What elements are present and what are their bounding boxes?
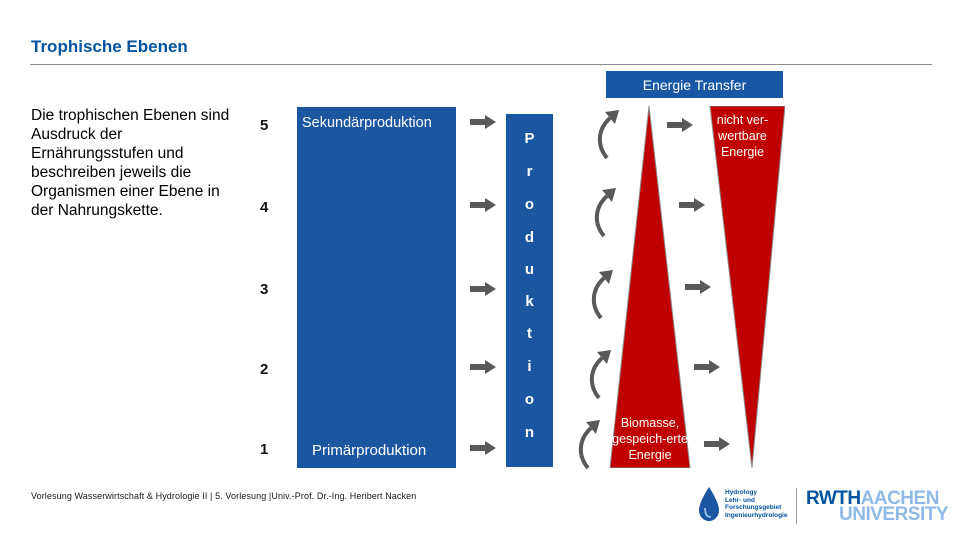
rwth-logo-rwth: RWTH [806,488,861,509]
curved-up-arrow-icon [591,270,613,320]
right-arrow-icon [667,118,693,132]
level-2: 2 [260,361,269,378]
level-3: 3 [260,281,269,298]
produktion-letter: u [524,261,535,278]
produktion-letter: o [524,391,535,408]
right-arrow-icon [470,115,496,129]
energy-triangles [609,106,785,468]
curved-up-arrow-icon [597,110,619,160]
hydrology-logo-line: Ingenieurhydrologie [725,511,788,519]
non-usable-energy-label: nicht ver-wertbare Energie [716,113,769,159]
produktion-letter: d [524,229,535,246]
stored-energy-label: Biomasse, gespeich-erte Energie [612,416,688,462]
right-arrow-icon [694,360,720,374]
level-1: 1 [260,441,269,458]
curved-up-arrow-icon [578,420,600,470]
hydrology-logo-line: Forschungsgebiet [725,504,782,511]
trophic-levels-panel [297,107,456,468]
level-5: 5 [260,117,269,134]
produktion-letter: o [524,196,535,213]
right-arrow-icon [470,198,496,212]
right-arrow-icon [470,360,496,374]
page-title: Trophische Ebenen [31,37,188,56]
description-text: Die trophischen Ebenen sind Ausdruck der… [31,107,230,219]
energy-transfer-label: Energie Transfer [606,71,783,98]
logo-divider [796,488,797,524]
hydrology-logo-text: Hydrology Lehr- und Forschungsgebiet Ing… [725,489,787,519]
produktion-letter: k [525,293,534,310]
right-arrow-icon [470,441,496,455]
title-divider [30,64,932,65]
produktion-column [506,114,553,467]
water-drop-icon [699,487,719,521]
rwth-logo-university: UNIVERSITY [839,504,949,525]
level-4: 4 [260,199,269,216]
right-arrow-icon [685,280,711,294]
produktion-letter: i [527,358,532,375]
right-arrow-icon [704,437,730,451]
secondary-production-label: Sekundärproduktion [302,115,432,131]
curved-up-arrow-icon [589,350,611,400]
hydrology-logo-line: Lehr- und [725,496,755,504]
produktion-letter: P [524,130,535,147]
rwth-logo: RWTHAACHEN [806,489,939,508]
produktion-letter: n [524,424,535,441]
produktion-letter: t [527,325,532,342]
produktion-letter: r [526,163,533,180]
rwth-logo-aachen: AACHEN [860,488,940,509]
right-arrow-icon [679,198,705,212]
hydrology-logo-line: Hydrology [725,489,758,496]
curved-up-arrow-icon [594,188,616,238]
primary-production-label: Primärproduktion [312,442,427,459]
footer-text: Vorlesung Wasserwirtschaft & Hydrologie … [31,491,417,501]
right-arrow-icon [470,282,496,296]
